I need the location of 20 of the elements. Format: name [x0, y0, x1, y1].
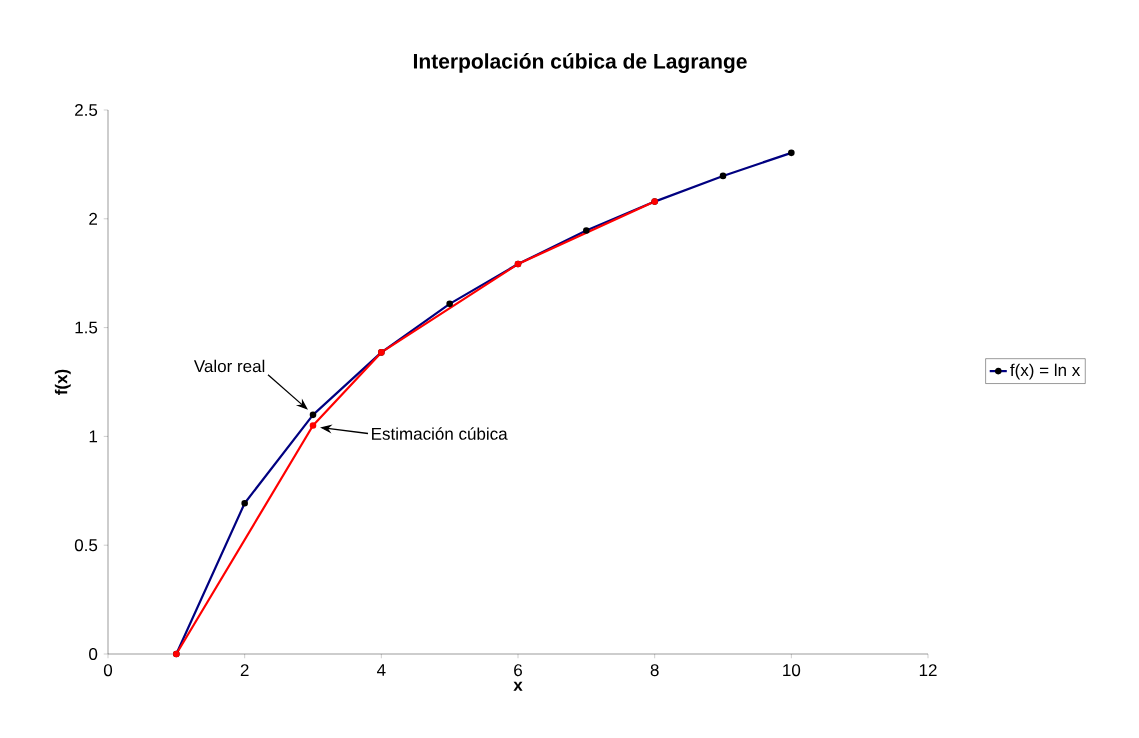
annotation: Valor real — [193, 359, 265, 373]
x-tick-label: 8 — [650, 664, 659, 677]
x-tick-label: 0 — [103, 664, 113, 677]
point — [309, 422, 317, 429]
y-tick-label: 2.5 — [75, 103, 98, 117]
x-tick-label: 12 — [919, 664, 937, 676]
x-axis-title: x — [513, 681, 523, 691]
x-tick-label: 2 — [240, 664, 249, 676]
y-tick-label: 1.5 — [75, 321, 98, 334]
x-tick-label: 6 — [514, 664, 522, 677]
y-tick-label: 1 — [89, 430, 98, 443]
x-tick-label: 4 — [377, 664, 386, 676]
legend-label: f(x) = ln x — [1010, 363, 1081, 380]
y-tick-label: 2 — [89, 212, 98, 225]
y-axis-title: f(x) — [54, 369, 71, 395]
x-tick-label: 10 — [783, 664, 801, 677]
chart-title: Interpolación cúbica de Lagrange — [413, 53, 747, 73]
y-tick-label: 0 — [89, 647, 98, 661]
annotation: Estimación cúbica — [372, 427, 508, 440]
y-tick-label: 0.5 — [74, 539, 98, 552]
